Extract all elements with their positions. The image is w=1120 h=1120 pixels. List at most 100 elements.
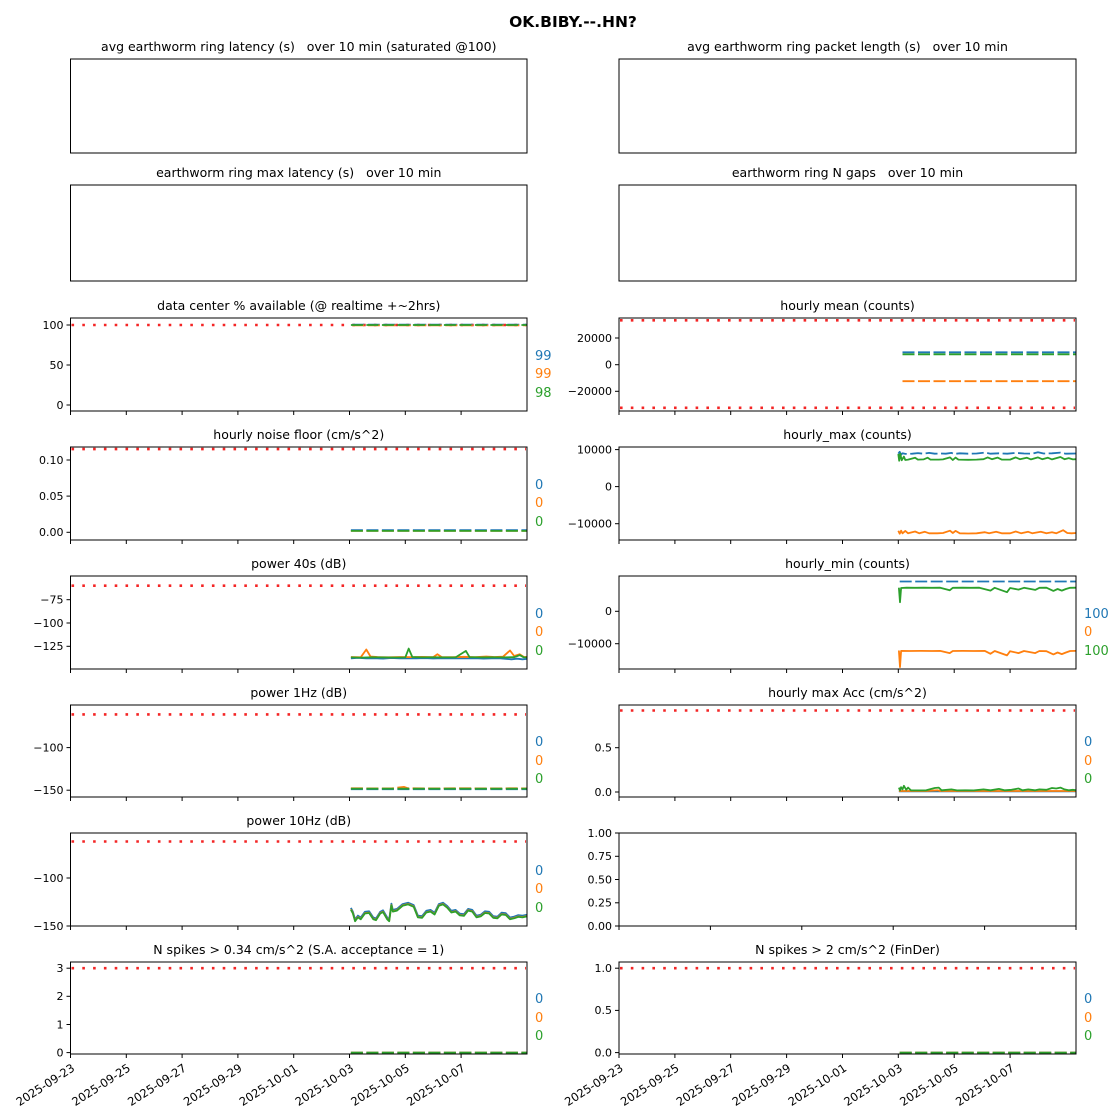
power-10hz-series-green: [350, 903, 528, 923]
side-label-blue: 0: [535, 735, 544, 750]
side-labels-n-spikes-sa: 0 0 0: [535, 991, 543, 1047]
y-tick-label: 0.05: [39, 490, 64, 503]
power-40s-series-orange: [350, 648, 528, 659]
x-date-label: 2025-09-27: [674, 1061, 738, 1109]
side-label-blue: 99: [535, 348, 552, 364]
subplot-title-hourly-min: hourly_min (counts): [785, 556, 910, 571]
hourly-max-series-green: [897, 452, 1077, 462]
subplot-n-spikes-finder: 1.0 0.5 0.0: [595, 961, 1077, 1059]
side-label-green: 100: [1084, 643, 1109, 659]
side-label-orange: 0: [1084, 753, 1093, 769]
subplot-title-hourly-mean: hourly mean (counts): [780, 298, 915, 313]
x-date-label: 2025-09-27: [125, 1061, 189, 1109]
hourly-max-series-blue: [897, 450, 1077, 456]
x-date-label: 2025-09-25: [69, 1061, 133, 1109]
side-label-green: 0: [1084, 1029, 1093, 1044]
subplot-title-avg-ring-packet-length: avg earthworm ring packet length (s) ove…: [687, 39, 1008, 54]
side-labels-data-center-available: 99 99 98: [535, 348, 552, 404]
side-label-blue: 0: [535, 606, 544, 622]
axes-frame: [70, 832, 528, 927]
y-tick-label: 1.00: [588, 827, 613, 840]
y-tick-label: 10000: [577, 443, 612, 456]
side-labels-power-10hz: 0 0 0: [535, 863, 543, 919]
hourly-max-series-orange: [897, 529, 1077, 535]
power-40s-series-blue: [350, 657, 528, 661]
x-date-label: 2025-10-01: [785, 1061, 849, 1109]
subplot-title-power-10hz: power 10Hz (dB): [246, 813, 352, 828]
side-label-orange: 0: [1084, 625, 1093, 640]
subplot-hourly-noise-floor: 0.10 0.05 0.00: [39, 446, 528, 544]
side-label-orange: 0: [535, 1010, 544, 1026]
subplot-avg-ring-packet-length: [618, 58, 1077, 154]
side-label-orange: 99: [535, 367, 552, 382]
axes-frame: [70, 317, 528, 412]
side-label-blue: 0: [535, 992, 544, 1007]
y-tick-label: −150: [33, 784, 63, 797]
y-tick-label: −100: [33, 617, 63, 630]
side-labels-power-40s: 0 0 0: [535, 606, 543, 662]
y-tick-label: 1.0: [595, 962, 613, 975]
subplot-title-avg-ring-latency: avg earthworm ring latency (s) over 10 m…: [101, 39, 497, 54]
axes-frame: [618, 317, 1077, 412]
y-tick-label: −150: [33, 920, 63, 933]
subplot-title-n-spikes-sa: N spikes > 0.34 cm/s^2 (S.A. acceptance …: [153, 942, 445, 957]
y-tick-label: 0.25: [588, 897, 613, 910]
subplot-title-data-center-available: data center % available (@ realtime +~2h…: [157, 298, 441, 313]
axes-frame: [618, 704, 1077, 798]
y-tick-label: −20000: [568, 385, 612, 398]
side-label-green: 0: [1084, 772, 1093, 787]
axes-frame: [618, 832, 1077, 927]
side-label-blue: 0: [1084, 992, 1093, 1007]
subplot-title-ring-n-gaps: earthworm ring N gaps over 10 min: [731, 165, 964, 180]
axes-frame: [70, 704, 528, 798]
y-tick-label: −75: [40, 594, 63, 607]
x-date-label: 2025-10-05: [348, 1061, 412, 1109]
subplot-title-ring-max-latency: earthworm ring max latency (s) over 10 m…: [156, 165, 442, 180]
axes-frame: [70, 961, 528, 1055]
y-tick-label: 0: [605, 359, 612, 372]
side-label-green: 0: [535, 900, 544, 916]
subplot-empty-panel: 1.00 0.75 0.50 0.25 0.00: [588, 827, 1077, 933]
axes-frame: [618, 184, 1077, 282]
side-label-blue: 0: [535, 477, 544, 493]
y-tick-label: −10000: [568, 638, 612, 651]
x-date-label: 2025-09-25: [618, 1061, 682, 1109]
side-label-blue: 0: [535, 863, 544, 879]
y-tick-label: 0.10: [39, 454, 64, 467]
side-labels-power-1hz: 0 0 0: [535, 734, 543, 790]
x-date-label: 2025-10-01: [237, 1061, 301, 1109]
subplot-hourly-min: 0 −10000: [568, 575, 1077, 673]
x-date-label: 2025-09-29: [181, 1061, 245, 1109]
y-tick-label: 0: [57, 399, 64, 412]
subplot-hourly-max: 10000 0 −10000: [568, 443, 1077, 544]
axes-frame: [70, 184, 528, 282]
side-label-green: 0: [535, 514, 544, 530]
side-label-green: 0: [535, 772, 544, 787]
y-tick-label: 0.75: [588, 850, 613, 863]
subplot-power-10hz: −100 −150: [33, 832, 528, 933]
subplot-ring-max-latency: [70, 184, 528, 282]
y-tick-label: 0: [57, 1046, 64, 1059]
y-tick-label: 0.00: [39, 526, 64, 539]
subplot-title-power-40s: power 40s (dB): [251, 556, 347, 571]
y-tick-label: 3: [57, 962, 64, 975]
subplot-power-40s: −75 −100 −125: [33, 575, 528, 673]
subplot-title-hourly-noise-floor: hourly noise floor (cm/s^2): [213, 427, 385, 442]
y-tick-label: 2: [57, 990, 64, 1003]
side-label-green: 0: [535, 1029, 544, 1044]
axes-frame: [618, 575, 1077, 670]
x-date-label: 2025-10-03: [841, 1061, 905, 1109]
y-tick-label: 0.50: [588, 873, 613, 886]
y-tick-label: 0.00: [588, 920, 613, 933]
side-labels-hourly-max-acc: 0 0 0: [1084, 734, 1092, 790]
x-date-label: 2025-10-05: [897, 1061, 961, 1109]
subplot-hourly-mean: 20000 0 −20000: [568, 317, 1077, 415]
subplot-power-1hz: −100 −150: [33, 704, 528, 801]
side-labels-hourly-noise-floor: 0 0 0: [535, 477, 543, 533]
subplot-data-center-available: 100 50 0: [43, 317, 528, 415]
y-tick-label: 1: [57, 1018, 64, 1031]
subplot-title-hourly-max-acc: hourly max Acc (cm/s^2): [768, 685, 927, 700]
y-tick-label: −100: [33, 872, 63, 885]
